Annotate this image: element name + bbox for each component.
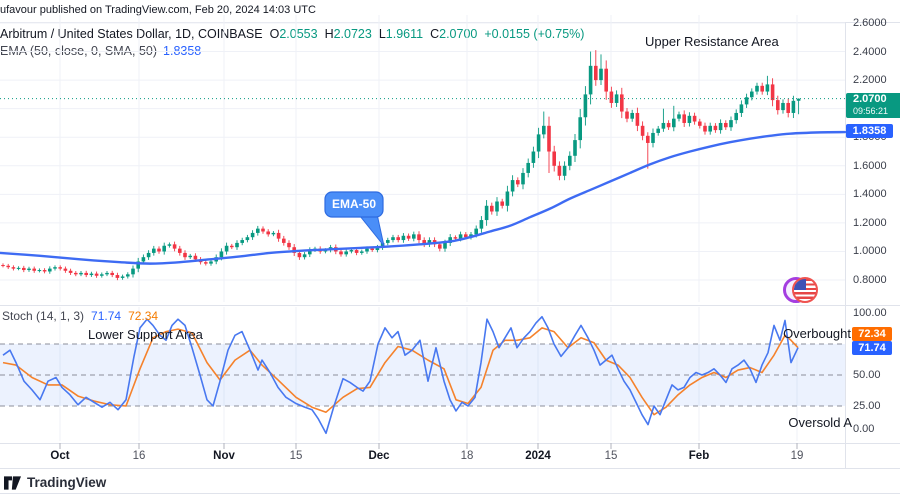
stoch-tick-label: 25.00 <box>853 400 881 412</box>
price-tick-label: 0.8000 <box>853 274 887 287</box>
stoch-tick-label: 50.00 <box>853 369 881 381</box>
stoch-k-value: 71.74 <box>91 309 122 323</box>
close-value: 2.0700 <box>439 27 478 41</box>
time-tick-label: 15 <box>289 450 303 462</box>
footer-divider <box>0 468 900 469</box>
price-tick-label: 2.4000 <box>853 45 887 58</box>
ema-indicator-row[interactable]: EMA (50, close, 0, SMA, 50) 1.8358 <box>0 44 201 58</box>
price-tick-label: 2.6000 <box>853 17 887 29</box>
low-value: 1.9611 <box>385 27 424 41</box>
time-axis-divider <box>0 443 900 444</box>
low-label: L <box>378 27 386 41</box>
upper-resistance-annotation[interactable]: Upper Resistance Area <box>645 34 779 49</box>
time-tick-label: Nov <box>213 450 235 462</box>
current-price-value: 2.0700 <box>853 93 887 105</box>
stoch-k-badge: 71.74 <box>852 341 892 355</box>
symbol-title: Arbitrum / United States Dollar, 1D, COI… <box>0 27 263 41</box>
time-tick-label: Feb <box>688 450 710 462</box>
time-tick-label: 18 <box>460 450 474 462</box>
stoch-tick-label: 100.00 <box>853 307 887 319</box>
time-tick-label: Dec <box>368 450 390 462</box>
stoch-indicator-row[interactable]: Stoch (14, 1, 3) 71.74 72.34 <box>2 309 158 323</box>
price-tick-label: 1.0000 <box>853 245 887 258</box>
bar-countdown: 09:56:21 <box>853 106 889 116</box>
close-label: C <box>430 27 440 41</box>
stoch-tick-label: 0.00 <box>853 423 875 435</box>
oversold-annotation[interactable]: Oversold A <box>788 415 852 430</box>
time-tick-label: 16 <box>132 450 146 462</box>
stoch-d-badge: 72.34 <box>852 327 892 341</box>
overbought-annotation[interactable]: Overbought <box>783 326 851 341</box>
tradingview-logo-icon <box>4 475 21 490</box>
price-tick-label: 1.6000 <box>853 159 887 172</box>
pair-logo <box>783 276 823 306</box>
stoch-d-value: 72.34 <box>128 309 159 323</box>
time-tick-label: 19 <box>790 450 804 462</box>
price-tick-label: 1.4000 <box>853 188 887 201</box>
pane-divider[interactable] <box>0 305 900 306</box>
open-value: 2.0553 <box>279 27 318 41</box>
ema-indicator-value: 1.8358 <box>163 44 202 58</box>
ema50-callout-label[interactable]: EMA-50 <box>331 197 376 211</box>
price-tick-label: 1.2000 <box>853 216 887 229</box>
price-tick-label: 2.2000 <box>853 74 887 87</box>
stoch-indicator-label: Stoch (14, 1, 3) <box>2 309 85 323</box>
time-tick-label: 15 <box>604 450 618 462</box>
open-label: O <box>269 27 280 41</box>
symbol-info-row[interactable]: Arbitrum / United States Dollar, 1D, COI… <box>0 27 591 41</box>
ema-value-badge: 1.8358 <box>846 124 893 138</box>
ema-indicator-label: EMA (50, close, 0, SMA, 50) <box>0 44 158 58</box>
bottom-divider <box>0 493 900 494</box>
price-axis-divider <box>845 22 846 468</box>
usd-flag-icon <box>792 277 818 303</box>
tradingview-brand-text: TradingView <box>27 475 107 490</box>
high-label: H <box>324 27 334 41</box>
high-value: 2.0723 <box>333 27 372 41</box>
time-tick-label: 2024 <box>525 450 551 462</box>
attribution-text: ufavour published on TradingView.com, Fe… <box>0 4 316 16</box>
current-price-badge: 2.0700 09:56:21 <box>846 93 900 118</box>
lower-support-annotation[interactable]: Lower Support Area <box>88 327 203 342</box>
footer-brand[interactable]: TradingView <box>4 475 106 490</box>
time-tick-label: Oct <box>50 450 70 462</box>
change-value: +0.0155 (+0.75%) <box>484 27 585 41</box>
